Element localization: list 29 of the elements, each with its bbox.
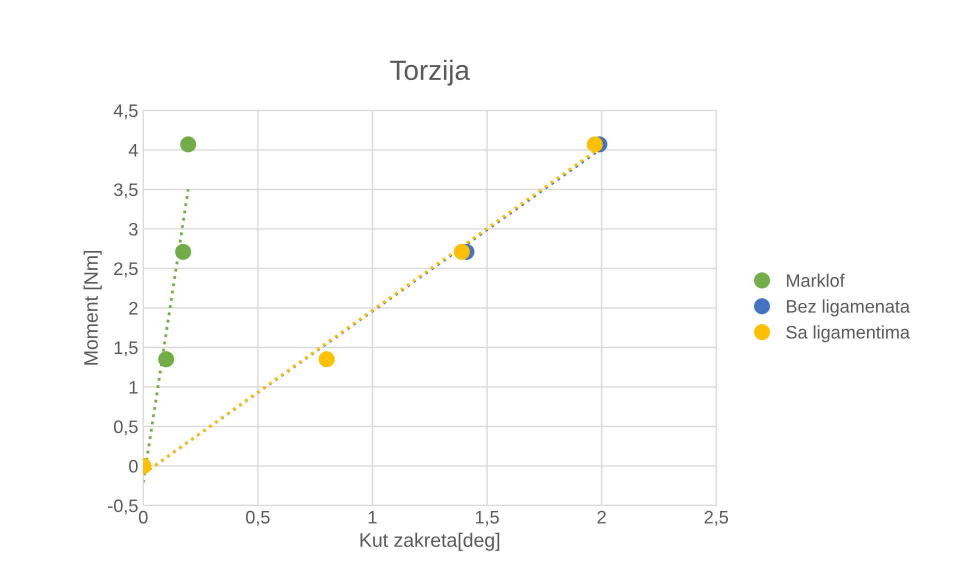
x-tick-label: 2 <box>598 510 606 524</box>
y-tick-label: -0,5 <box>108 499 138 514</box>
y-tick-label: 0,5 <box>114 420 138 436</box>
y-axis-title: Moment [Nm] <box>84 250 102 365</box>
point <box>454 244 470 260</box>
y-tick-label: 1,5 <box>114 342 138 356</box>
legend-label: Sa ligamentima <box>786 325 910 342</box>
point <box>586 136 603 152</box>
y-tick-label: 4,5 <box>114 104 138 120</box>
x-tick-label: 0,5 <box>246 510 270 526</box>
y-tick-label: 4 <box>128 144 138 156</box>
legend-label: Bez ligamenata <box>786 300 910 316</box>
point <box>175 244 192 260</box>
x-tick-label: 1,5 <box>476 510 499 526</box>
y-tick-label: 3 <box>129 222 138 236</box>
point <box>180 136 196 152</box>
point <box>158 351 174 368</box>
legend-label: Marklof <box>786 274 845 287</box>
y-tick-label: 3,5 <box>114 183 138 198</box>
x-tick-label: 0 <box>138 510 148 524</box>
y-tick-label: 0 <box>129 460 138 473</box>
y-tick-label: 2,5 <box>114 262 138 278</box>
chart-title: Torzija <box>390 60 470 86</box>
x-tick-label: 2,5 <box>704 510 728 526</box>
y-tick-label: 2 <box>129 302 138 314</box>
x-tick-label: 1 <box>368 510 377 524</box>
x-axis-title: Kut zakreta[deg] <box>360 532 500 551</box>
y-tick-label: 1 <box>130 381 138 394</box>
point <box>318 351 335 368</box>
